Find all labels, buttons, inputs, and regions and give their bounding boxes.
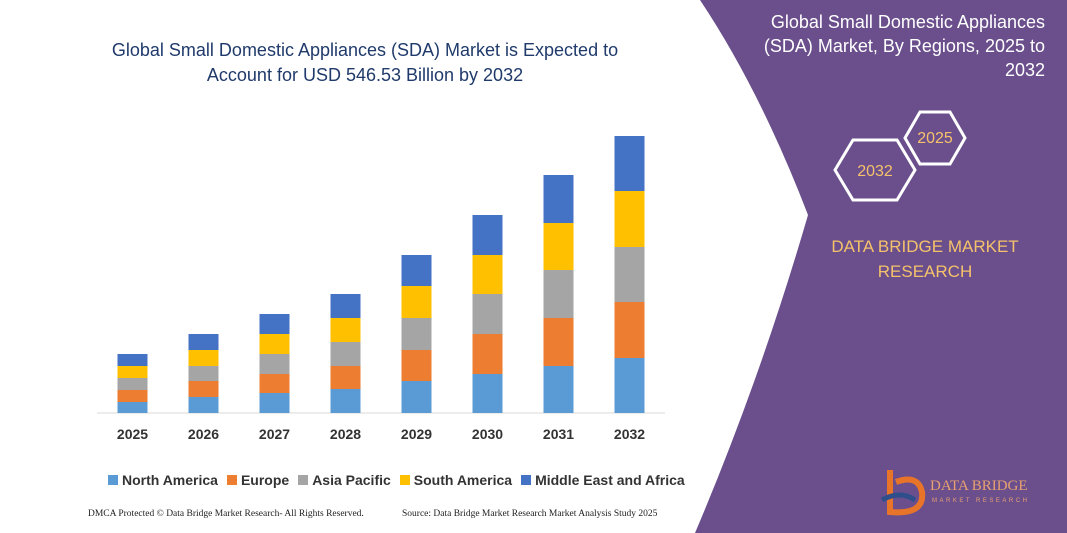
x-tick-label: 2031: [543, 426, 574, 442]
bar-segment: [472, 334, 503, 374]
bar-segment: [472, 255, 503, 294]
bar-segment: [188, 381, 219, 397]
x-tick-label: 2027: [259, 426, 290, 442]
bar-segment: [117, 354, 148, 366]
bar-segment: [330, 294, 361, 318]
bar-segment: [472, 215, 503, 255]
legend-swatch: [226, 475, 237, 485]
legend-item: Middle East and Africa: [521, 472, 685, 488]
bar-segment: [401, 286, 432, 318]
bar-segment: [117, 378, 148, 390]
bar-segment: [543, 366, 574, 413]
bar-segment: [330, 318, 361, 342]
bar-segment: [543, 270, 574, 318]
legend-label: North America: [122, 472, 218, 488]
legend-item: Asia Pacific: [298, 472, 391, 488]
legend-label: South America: [413, 472, 513, 488]
legend-label: Middle East and Africa: [535, 472, 685, 488]
hexagon: [903, 110, 967, 166]
bar-segment: [472, 294, 503, 334]
bar-segment: [614, 191, 645, 247]
bar-segment: [117, 390, 148, 402]
bar-segment: [259, 374, 290, 393]
hexagon-label: 2032: [857, 163, 893, 180]
footer-source: Source: Data Bridge Market Research Mark…: [402, 509, 658, 519]
brand: DATA BRIDGE MARKET RESEARCH: [831, 237, 1019, 281]
bar-segment: [472, 374, 503, 413]
bar-segment: [188, 366, 219, 381]
bar-segment: [188, 350, 219, 366]
legend-swatch: [298, 475, 309, 485]
x-tick-label: 2032: [614, 426, 645, 442]
logo-name: DATA BRIDGE: [930, 478, 1028, 494]
bar-segment: [188, 334, 219, 350]
bar-segment: [543, 318, 574, 366]
x-tick-label: 2030: [472, 426, 503, 442]
bar-segment: [117, 366, 148, 378]
footer-note: DMCA Protected © Data Bridge Market Rese…: [88, 509, 364, 519]
bar-segment: [614, 247, 645, 302]
hexagon: [833, 138, 917, 202]
x-tick-label: 2028: [330, 426, 361, 442]
legend-item: South America: [399, 472, 513, 488]
logo-icon: [887, 470, 926, 516]
bar-segment: [401, 381, 432, 413]
logo-icon: [880, 492, 917, 503]
bar-segment: [330, 389, 361, 413]
bar-segment: [330, 342, 361, 366]
panel-title: Global Small Domestic Appliances (SDA) M…: [763, 12, 1045, 80]
bar-segment: [259, 354, 290, 374]
x-tick-label: 2026: [188, 426, 219, 442]
bar-segment: [401, 318, 432, 350]
bar-segment: [117, 402, 148, 413]
bar-segment: [259, 314, 290, 334]
chart-title: Global Small Domestic Appliances (SDA) M…: [111, 40, 619, 85]
bar-segment: [259, 393, 290, 413]
bar-segment: [614, 358, 645, 413]
legend-swatch: [521, 475, 532, 485]
legend-swatch: [399, 475, 410, 485]
logo-tagline: MARKET RESEARCH: [932, 498, 1029, 504]
x-tick-label: 2025: [117, 426, 148, 442]
bar-segment: [188, 397, 219, 413]
bar-segment: [330, 366, 361, 389]
legend: North America Europe Asia Pacific South Ame…: [108, 472, 685, 488]
bar-segment: [259, 334, 290, 354]
x-tick-label: 2029: [401, 426, 432, 442]
side-panel: [695, 0, 1067, 533]
legend-item: North America: [108, 472, 218, 488]
hexagon-label: 2025: [917, 130, 953, 147]
bar-segment: [543, 175, 574, 223]
legend-label: Asia Pacific: [312, 472, 391, 488]
bar-segment: [401, 255, 432, 286]
bar-segment: [543, 223, 574, 270]
bar-segment: [614, 302, 645, 358]
legend-label: Europe: [240, 472, 290, 488]
legend-swatch: [108, 475, 118, 485]
bar-segment: [401, 350, 432, 381]
bar-segment: [614, 136, 645, 191]
legend-item: Europe: [226, 472, 290, 488]
